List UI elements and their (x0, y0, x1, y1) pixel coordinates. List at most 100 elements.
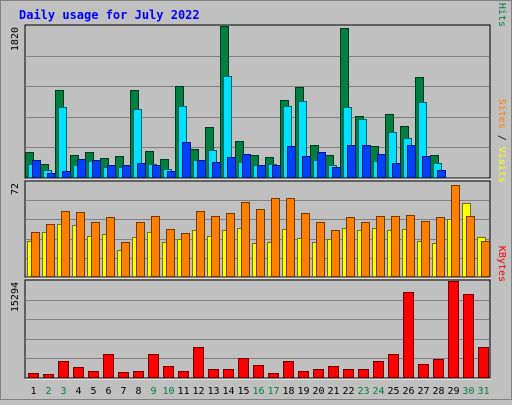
bar-kbytes-27 (418, 364, 429, 378)
bar-sites-23 (361, 222, 370, 277)
bar-pages-1 (32, 160, 41, 178)
bar-sites-21 (331, 230, 340, 277)
x-tick-label-18: 18 (282, 386, 294, 397)
bar-pages-4 (77, 159, 86, 178)
bar-sites-23-face (361, 222, 370, 277)
bar-pages-6-face (107, 165, 116, 178)
x-tick-label-13: 13 (207, 386, 219, 397)
x-tick-label-31: 31 (477, 386, 489, 397)
bar-kbytes-14 (223, 369, 234, 378)
bar-kbytes-29-face (448, 281, 459, 378)
x-tick-label-3: 3 (60, 386, 66, 397)
panel-grid-0 (26, 56, 489, 148)
bar-kbytes-30-face (463, 294, 474, 378)
bar-kbytes-2 (43, 374, 54, 378)
bar-pages-28-face (437, 170, 446, 178)
bar-kbytes-11-face (178, 371, 189, 378)
bar-kbytes-27-face (418, 364, 429, 378)
bar-pages-3 (62, 171, 71, 178)
bar-files-3-face (58, 107, 67, 178)
bar-pages-12 (197, 160, 206, 178)
bar-kbytes-18 (283, 361, 294, 378)
legend-part-0: Sites (496, 99, 507, 129)
bar-pages-11-face (182, 142, 191, 178)
bar-kbytes-24-face (373, 361, 384, 378)
bar-kbytes-2-face (43, 374, 54, 378)
chart-title: Daily usage for July 2022 (19, 8, 200, 22)
bar-sites-28-face (436, 217, 445, 277)
bar-pages-15 (242, 154, 251, 178)
bar-sites-26-face (406, 215, 415, 277)
bar-pages-20-face (317, 152, 326, 178)
bar-pages-6 (107, 165, 116, 178)
bar-sites-16-face (256, 209, 265, 277)
bar-kbytes-28-face (433, 359, 444, 378)
x-tick-label-8: 8 (135, 386, 141, 397)
bar-sites-22 (346, 217, 355, 277)
bar-sites-17 (271, 198, 280, 277)
bar-kbytes-4-face (73, 367, 84, 378)
bar-sites-1 (31, 232, 40, 277)
bar-sites-12 (196, 211, 205, 277)
bar-pages-17-face (272, 165, 281, 178)
bar-pages-23-face (362, 145, 371, 178)
bar-pages-7 (122, 165, 131, 178)
x-tick-label-19: 19 (297, 386, 309, 397)
x-tick-label-5: 5 (90, 386, 96, 397)
bar-kbytes-26 (403, 292, 414, 378)
bar-pages-14-face (227, 157, 236, 178)
bar-sites-9-face (151, 216, 160, 277)
bar-sites-6 (106, 217, 115, 277)
bar-kbytes-18-face (283, 361, 294, 378)
bar-pages-26 (407, 145, 416, 178)
x-tick-label-20: 20 (312, 386, 324, 397)
bar-pages-21-face (332, 167, 341, 178)
bar-sites-21-face (331, 230, 340, 277)
bar-sites-8 (136, 222, 145, 277)
bar-kbytes-17-face (268, 373, 279, 378)
x-tick-label-26: 26 (402, 386, 414, 397)
bar-sites-22-face (346, 217, 355, 277)
series-legend-0: Pages / Files / Hits (496, 0, 507, 27)
bar-pages-4-face (77, 159, 86, 178)
bar-kbytes-22-face (343, 369, 354, 378)
bar-sites-4 (76, 212, 85, 277)
bar-pages-27-face (422, 156, 431, 178)
bar-sites-13-face (211, 216, 220, 277)
bar-pages-16-face (257, 165, 266, 178)
bar-sites-29-face (451, 185, 460, 277)
x-tick-label-14: 14 (222, 386, 234, 397)
bar-pages-12-face (197, 160, 206, 178)
bar-kbytes-23 (358, 369, 369, 378)
bar-pages-27 (422, 156, 431, 178)
x-tick-label-1: 1 (30, 386, 36, 397)
bar-pages-28 (437, 170, 446, 178)
x-tick-label-23: 23 (357, 386, 369, 397)
bar-pages-24-face (377, 154, 386, 178)
x-tick-label-29: 29 (447, 386, 459, 397)
bar-sites-1-face (31, 232, 40, 277)
bar-sites-20 (316, 222, 325, 277)
legend-part-0: KBytes (496, 246, 507, 282)
bar-kbytes-4 (73, 367, 84, 378)
x-tick-label-30: 30 (462, 386, 474, 397)
bar-sites-2-face (46, 224, 55, 277)
bar-pages-21 (332, 167, 341, 178)
bar-sites-7-face (121, 242, 130, 277)
bar-kbytes-20-face (313, 369, 324, 378)
bar-pages-5 (92, 160, 101, 178)
bar-pages-24 (377, 154, 386, 178)
bar-kbytes-21 (328, 366, 339, 378)
bar-kbytes-9 (148, 354, 159, 378)
bar-sites-9 (151, 216, 160, 277)
x-tick-label-25: 25 (387, 386, 399, 397)
legend-part-2: Visits (496, 147, 507, 183)
bar-kbytes-25-face (388, 354, 399, 378)
scale-label-1: 72 (10, 183, 21, 195)
bar-kbytes-1-face (28, 373, 39, 378)
bar-sites-5 (91, 222, 100, 277)
bar-kbytes-15-face (238, 358, 249, 378)
bar-sites-27 (421, 221, 430, 277)
bar-kbytes-12 (193, 347, 204, 378)
x-tick-label-4: 4 (75, 386, 81, 397)
